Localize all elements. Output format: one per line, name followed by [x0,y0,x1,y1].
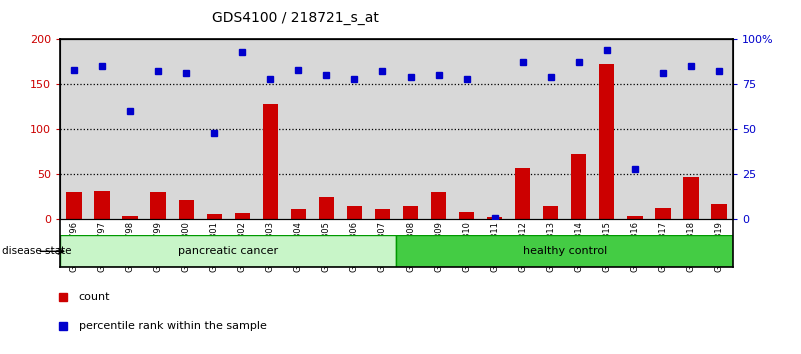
Bar [396,39,425,219]
Bar [515,168,530,219]
Bar [711,204,727,219]
Bar [368,39,396,219]
Bar [375,209,390,219]
Bar [347,206,362,219]
Bar [705,39,733,219]
Bar [599,64,614,219]
Bar [263,104,278,219]
Bar [235,213,250,219]
Bar [179,200,194,219]
Bar [683,177,698,219]
Bar [565,39,593,219]
Bar [396,235,733,267]
Bar [319,197,334,219]
Text: count: count [78,292,110,302]
Bar [172,39,200,219]
Bar [543,206,558,219]
Bar [431,193,446,219]
Bar [593,39,621,219]
Bar [60,39,88,219]
Bar [207,214,222,219]
Bar [481,39,509,219]
Bar [627,216,642,219]
Bar [228,39,256,219]
Bar [509,39,537,219]
Bar [312,39,340,219]
Bar [571,154,586,219]
Text: pancreatic cancer: pancreatic cancer [178,246,279,256]
Bar [655,208,670,219]
Bar [340,39,368,219]
Text: GDS4100 / 218721_s_at: GDS4100 / 218721_s_at [212,11,379,25]
Bar [200,39,228,219]
Bar [621,39,649,219]
Bar [291,209,306,219]
Bar [459,212,474,219]
Bar [88,39,116,219]
Text: disease state: disease state [2,246,71,256]
Bar [537,39,565,219]
Text: healthy control: healthy control [522,246,607,256]
Bar [453,39,481,219]
Bar [403,206,418,219]
Bar [66,193,82,219]
Bar [487,217,502,219]
Bar [123,216,138,219]
Bar [649,39,677,219]
Bar [144,39,172,219]
Bar [60,235,396,267]
Bar [677,39,705,219]
Bar [284,39,312,219]
Bar [116,39,144,219]
Text: percentile rank within the sample: percentile rank within the sample [78,321,267,331]
Bar [151,193,166,219]
Bar [425,39,453,219]
Bar [95,192,110,219]
Bar [256,39,284,219]
